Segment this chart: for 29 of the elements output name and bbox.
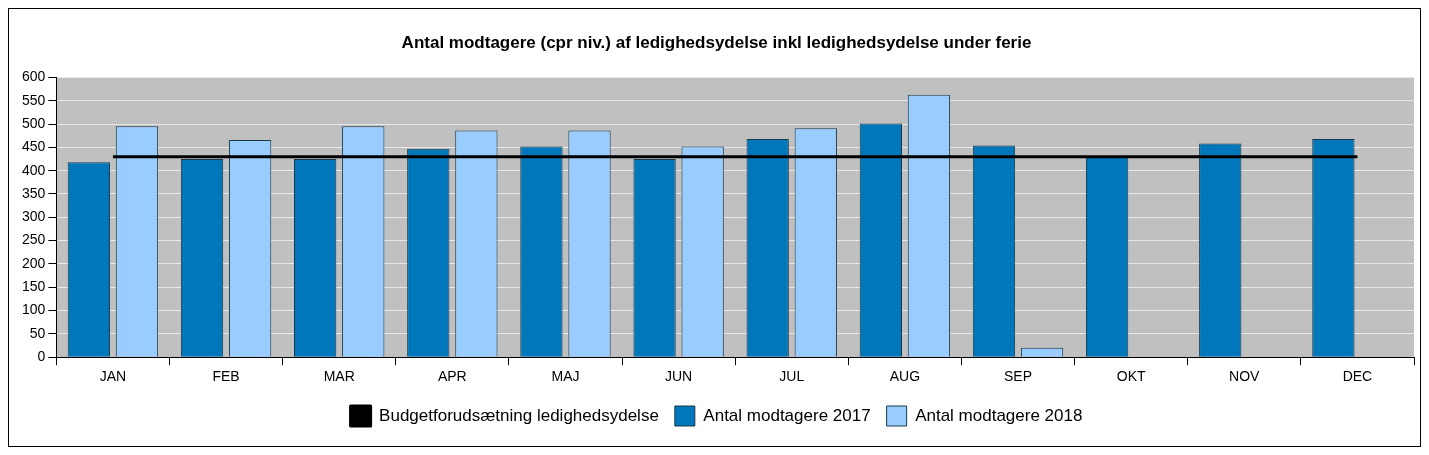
legend-label: Antal modtagere 2018 [915, 405, 1083, 425]
y-tick-label: 200 [22, 254, 46, 271]
x-tick-label: JUN [664, 368, 693, 385]
y-tick-label: 0 [37, 348, 46, 365]
y-tick-label: 300 [22, 208, 46, 225]
y-tick-label: 100 [22, 301, 46, 318]
y-tick-label: 600 [22, 68, 46, 85]
x-tick-label: MAR [323, 368, 355, 385]
legend-label: Budgetforudsætning ledighedsydelse [379, 405, 659, 425]
x-tick-label: JUL [779, 368, 805, 385]
legend-label: Antal modtagere 2017 [703, 405, 871, 425]
x-tick-label: AUG [889, 368, 921, 385]
x-tick-label: FEB [212, 368, 240, 385]
x-tick-label: JAN [99, 368, 127, 385]
x-tick-label: OKT [1116, 368, 1146, 385]
y-tick-label: 450 [22, 138, 46, 155]
y-tick-label: 250 [22, 231, 46, 248]
y-tick-label: 150 [22, 278, 46, 295]
x-tick-label: NOV [1229, 368, 1261, 385]
y-tick-label: 50 [29, 324, 46, 341]
y-tick-label: 400 [22, 161, 46, 178]
y-tick-label: 550 [22, 91, 46, 108]
x-tick-label: MAJ [551, 368, 580, 385]
y-tick-label: 500 [22, 114, 46, 131]
x-tick-label: SEP [1004, 368, 1033, 385]
x-tick-label: APR [437, 368, 467, 385]
y-tick-label: 350 [22, 184, 46, 201]
x-tick-label: DEC [1342, 368, 1373, 385]
chart-title: Antal modtagere (cpr niv.) af ledighedsydelse inkl ledighedsydelse under ferie [401, 32, 1032, 52]
